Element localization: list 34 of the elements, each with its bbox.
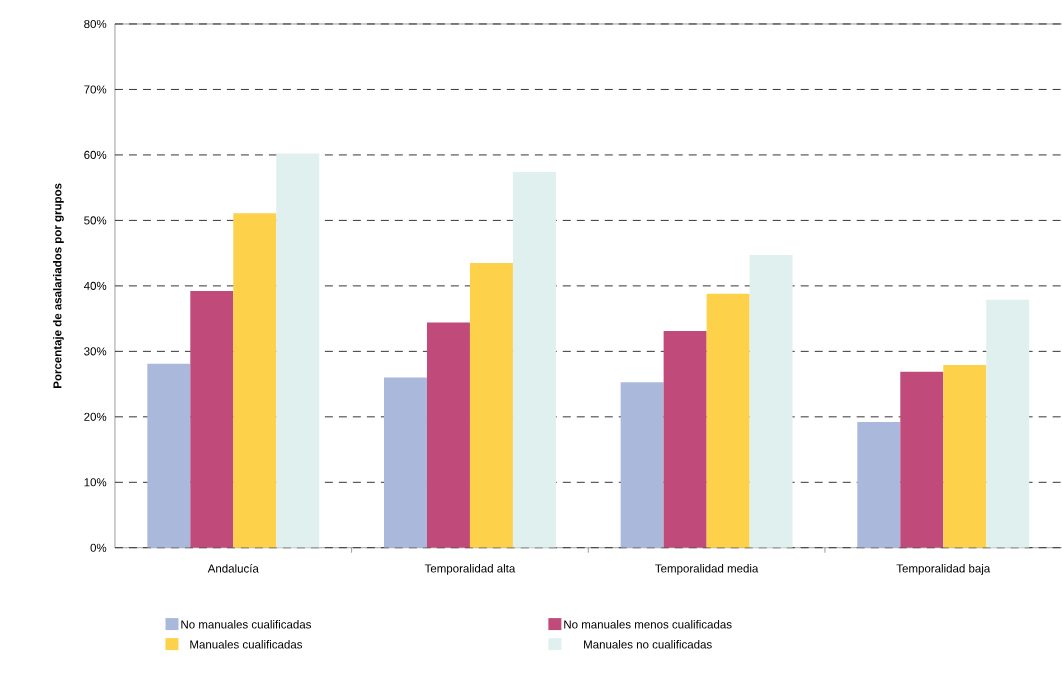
bar — [663, 331, 707, 548]
bar — [857, 422, 901, 548]
x-tick-label: Temporalidad alta — [424, 564, 516, 575]
y-tick-label: 30% — [84, 347, 107, 356]
y-tick-label: 80% — [84, 20, 107, 29]
bar — [749, 255, 793, 548]
bar — [147, 363, 191, 548]
bar — [986, 299, 1030, 548]
bar — [190, 291, 234, 548]
legend-label: No manuales cualificadas — [181, 620, 311, 629]
bar — [706, 293, 750, 548]
y-tick-label: 70% — [84, 85, 107, 94]
y-tick-label: 0% — [90, 543, 107, 552]
y-tick-label: 50% — [84, 216, 107, 225]
bar — [233, 213, 277, 548]
x-tick-label: Andalucía — [207, 564, 259, 573]
y-tick-label: 40% — [83, 281, 107, 291]
legend-label: Manuales no cualificadas — [584, 640, 712, 649]
legend-label: No manuales menos cualificadas — [564, 620, 732, 629]
bar — [900, 371, 944, 548]
bar — [620, 382, 664, 548]
legend-label: Manuales cualificadas — [190, 640, 303, 649]
y-tick-label: 60% — [84, 150, 107, 160]
bar — [383, 377, 427, 548]
bar — [426, 322, 470, 548]
x-tick-label: Temporalidad baja — [896, 564, 991, 575]
y-axis-title: Porcentaje de asalariados por grupos — [53, 183, 64, 389]
x-tick-label: Temporalidad media — [655, 564, 759, 575]
bar — [276, 153, 320, 548]
bar — [469, 263, 513, 548]
y-tick-label: 10% — [84, 478, 107, 487]
bar — [943, 365, 987, 548]
y-tick-label: 20% — [84, 412, 107, 422]
bar — [512, 172, 556, 548]
